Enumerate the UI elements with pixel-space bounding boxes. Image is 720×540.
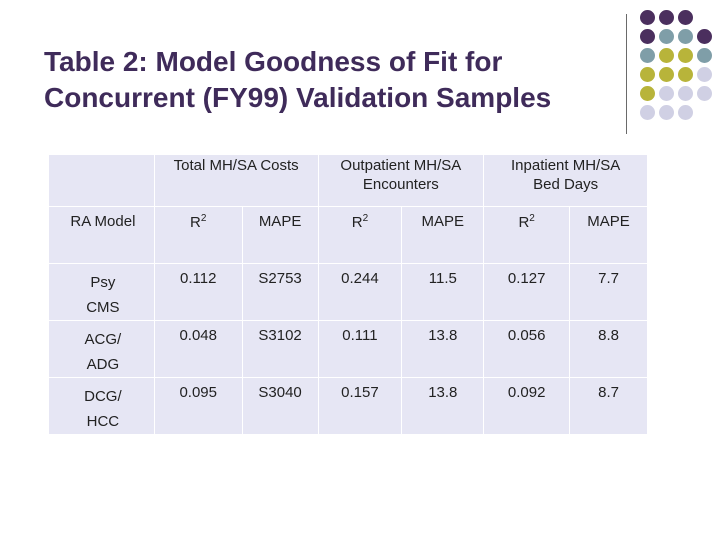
outpatient-r2-cell: 0.157 [317, 377, 403, 435]
decorative-dot [640, 86, 655, 101]
group-header-label: Encounters [362, 176, 439, 193]
decorative-dot [697, 67, 712, 82]
r2-label: R [518, 214, 530, 231]
inpatient-r2-cell: 0.127 [483, 263, 571, 321]
outpatient-mape-cell: 13.8 [401, 377, 485, 435]
decorative-dot [640, 48, 655, 63]
model-name-line: HCC [86, 413, 120, 430]
r2-label: R [351, 214, 363, 231]
decorative-dot [659, 10, 674, 25]
mape-header: MAPE [241, 206, 319, 264]
table-group-header-row: Total MH/SA Costs Outpatient MH/SA Encou… [48, 154, 648, 207]
decorative-dot [678, 48, 693, 63]
decorative-dot [640, 105, 655, 120]
decorative-dot [640, 10, 655, 25]
decorative-dot [659, 67, 674, 82]
decorative-dot [640, 29, 655, 44]
decorative-dot [659, 29, 674, 44]
cost-r2-cell: 0.112 [153, 263, 243, 321]
model-name-line: DCG/ [84, 388, 122, 405]
model-name-line: ADG [86, 356, 120, 373]
model-name-line: CMS [86, 299, 120, 316]
decorative-dot [697, 86, 712, 101]
decorative-dot [640, 67, 655, 82]
r2-superscript: 2 [362, 213, 369, 224]
model-name-line: Psy [90, 274, 116, 291]
title-divider-line [626, 14, 627, 134]
decorative-dot [659, 48, 674, 63]
inpatient-mape-cell: 8.7 [569, 377, 648, 435]
cost-r2-cell: 0.048 [153, 320, 243, 378]
outpatient-r2-cell: 0.111 [317, 320, 403, 378]
cost-mape-cell: S3102 [241, 320, 319, 378]
table-corner-cell [48, 154, 155, 207]
decorative-dot [659, 86, 674, 101]
outpatient-r2-cell: 0.244 [317, 263, 403, 321]
cost-mape-cell: S3040 [241, 377, 319, 435]
outpatient-mape-cell: 11.5 [401, 263, 485, 321]
inpatient-r2-cell: 0.056 [483, 320, 571, 378]
group-header-label: Total MH/SA Costs [173, 157, 299, 174]
model-name-cell: DCG/ HCC [48, 377, 155, 435]
decorative-dot [678, 10, 693, 25]
decorative-dot [697, 48, 712, 63]
decorative-dot-grid [640, 10, 718, 122]
table-column-header-row: RA Model R2 MAPE R2 MAPE R2 MAPE [48, 206, 648, 264]
r2-header: R2 [153, 206, 243, 264]
decorative-dot [697, 29, 712, 44]
mape-header: MAPE [569, 206, 648, 264]
model-name-cell: Psy CMS [48, 263, 155, 321]
decorative-dot [659, 105, 674, 120]
r2-header: R2 [483, 206, 571, 264]
inpatient-r2-cell: 0.092 [483, 377, 571, 435]
group-header-label: Inpatient MH/SA [511, 157, 621, 174]
group-header-total-costs: Total MH/SA Costs [153, 154, 319, 207]
decorative-dot [678, 29, 693, 44]
group-header-inpatient: Inpatient MH/SA Bed Days [483, 154, 648, 207]
cost-mape-cell: S2753 [241, 263, 319, 321]
inpatient-mape-cell: 7.7 [569, 263, 648, 321]
decorative-dot [678, 86, 693, 101]
model-name-line: ACG/ [84, 331, 122, 348]
table-row: ACG/ ADG 0.048 S3102 0.111 13.8 0.056 8.… [48, 320, 648, 378]
goodness-of-fit-table: Total MH/SA Costs Outpatient MH/SA Encou… [48, 154, 648, 435]
table-row: Psy CMS 0.112 S2753 0.244 11.5 0.127 7.7 [48, 263, 648, 321]
cost-r2-cell: 0.095 [153, 377, 243, 435]
group-header-label: Outpatient MH/SA [340, 157, 462, 174]
group-header-outpatient: Outpatient MH/SA Encounters [317, 154, 485, 207]
group-header-label: Bed Days [533, 176, 599, 193]
inpatient-mape-cell: 8.8 [569, 320, 648, 378]
mape-header: MAPE [401, 206, 485, 264]
slide-title-line-2: Concurrent (FY99) Validation Samples [44, 82, 552, 113]
model-name-cell: ACG/ ADG [48, 320, 155, 378]
outpatient-mape-cell: 13.8 [401, 320, 485, 378]
r2-label: R [190, 214, 201, 231]
r2-superscript: 2 [200, 213, 207, 224]
slide-title: Table 2: Model Goodness of Fit for Concu… [44, 44, 634, 116]
decorative-dot [678, 67, 693, 82]
ra-model-header: RA Model [48, 206, 155, 264]
r2-superscript: 2 [529, 213, 535, 224]
r2-header: R2 [317, 206, 403, 264]
table-row: DCG/ HCC 0.095 S3040 0.157 13.8 0.092 8.… [48, 377, 648, 435]
decorative-dot [678, 105, 693, 120]
slide-title-line-1: Table 2: Model Goodness of Fit for [44, 46, 503, 77]
